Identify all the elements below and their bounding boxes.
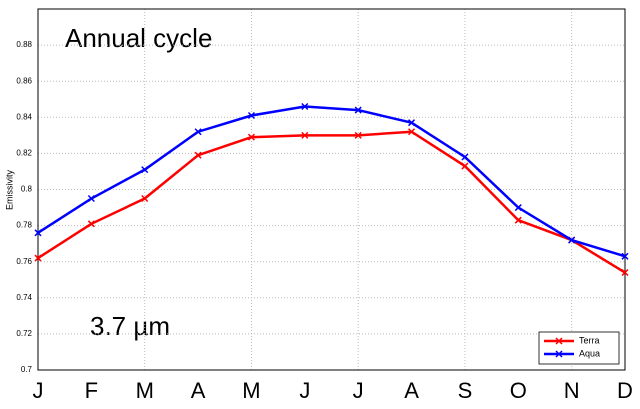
x-tick-label: J [299,378,310,403]
point-marker [194,128,202,136]
point-marker [408,119,416,127]
x-tick-label: A [404,378,419,403]
point-marker [354,106,362,114]
point-marker [301,102,309,111]
annotation: Annual cycle [65,23,212,53]
point-marker [141,166,149,174]
point-marker [514,216,522,224]
y-tick-label: 0.74 [16,293,32,302]
point-marker [408,128,416,136]
point-marker [87,194,95,203]
legend-marker [555,337,563,345]
legend-box [538,331,620,365]
x-tick-label: D [617,378,633,403]
y-tick-label: 0.7 [21,365,33,374]
point-marker [301,131,309,139]
point-marker [87,220,95,228]
y-tick-label: 0.8 [21,185,33,194]
x-tick-label: O [510,378,527,403]
legend-label: Terra [579,335,600,345]
plot-frame [37,8,626,371]
point-marker [34,229,42,237]
x-tick-label: N [564,378,580,403]
x-tick-label: M [136,378,154,403]
series-line [37,105,626,258]
point-marker [194,151,202,159]
y-axis-label: Emissivity [4,170,14,210]
y-tick-label: 0.82 [16,149,32,158]
x-tick-label: J [353,378,364,403]
x-tick-label: M [242,378,260,403]
point-marker [621,268,629,277]
x-tick-label: J [33,378,44,403]
x-tick-label: F [85,378,98,403]
point-marker [141,194,149,203]
point-marker [247,111,255,120]
legend-marker [555,350,563,358]
x-tick-label: S [458,378,473,403]
y-tick-label: 0.84 [16,112,32,121]
y-tick-label: 0.86 [16,76,32,85]
point-marker [461,153,469,161]
series-line [37,130,626,274]
point-marker [568,236,576,244]
y-tick-label: 0.78 [16,221,32,230]
point-marker [621,252,629,260]
annotation: 3.7 µm [90,311,170,341]
x-tick-label: A [191,378,206,403]
point-marker [34,254,42,262]
point-marker [354,131,362,139]
point-marker [247,133,255,141]
point-marker [461,162,469,170]
point-marker [514,204,522,212]
y-tick-label: 0.76 [16,257,32,266]
legend-label: Aqua [579,348,600,358]
y-tick-label: 0.72 [16,329,32,338]
y-tick-label: 0.88 [16,40,32,49]
